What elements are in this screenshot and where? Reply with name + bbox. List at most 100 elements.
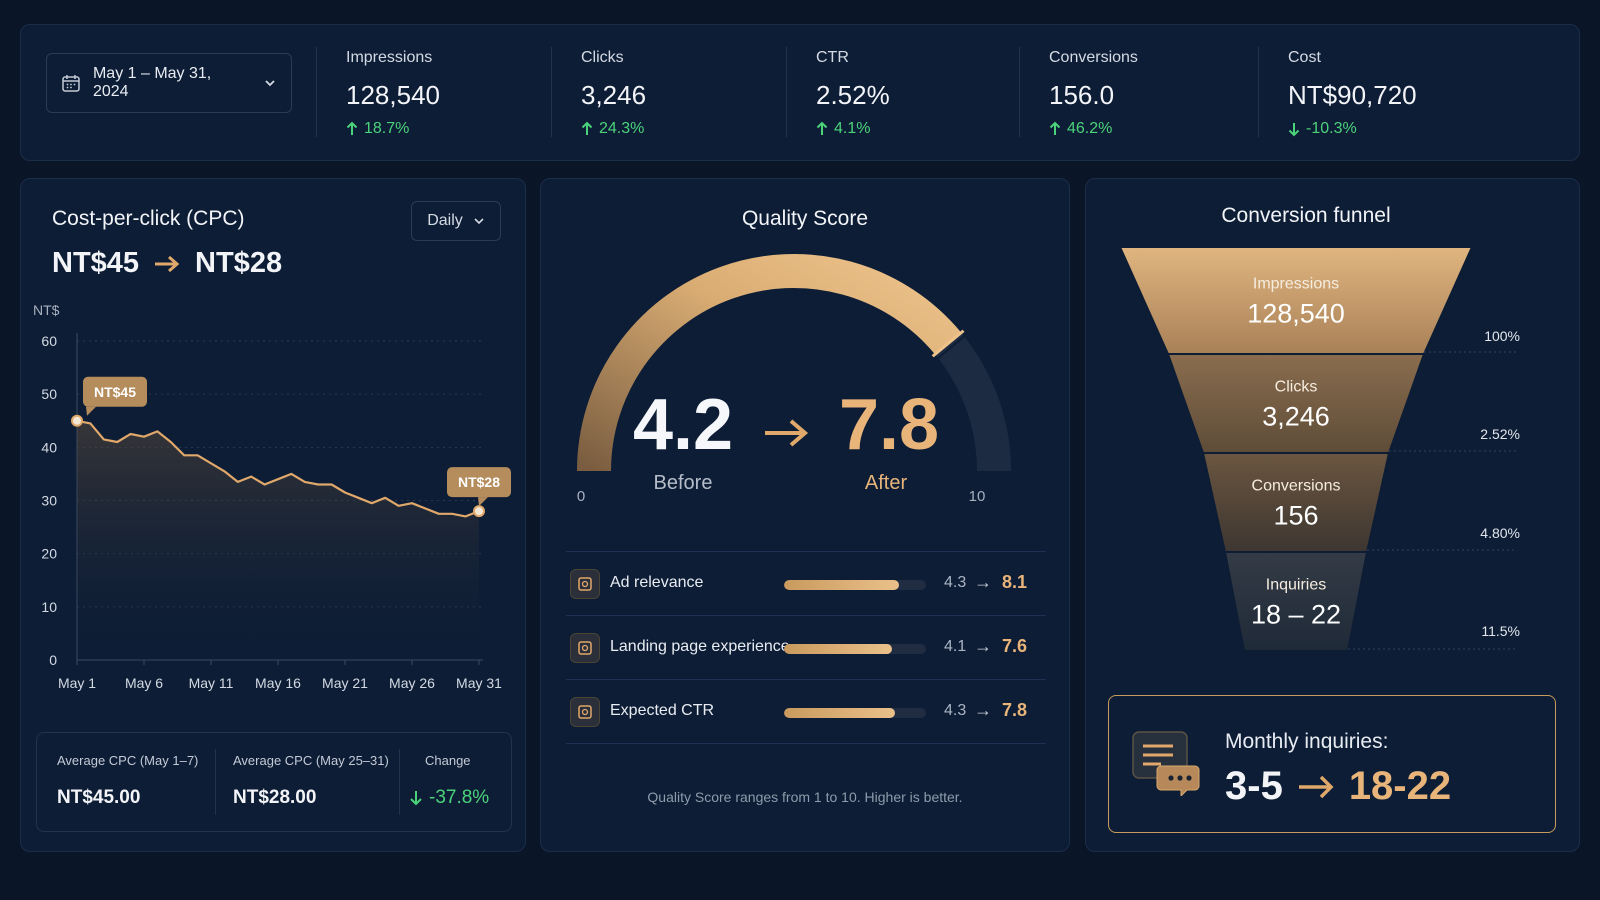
avg-start-value: NT$45.00 <box>57 787 141 808</box>
quality-before-label: Before <box>654 472 713 494</box>
data-label: NT$45 <box>94 384 136 400</box>
data-label: NT$28 <box>458 474 500 490</box>
kpi-change: 4.1% <box>816 120 870 138</box>
kpi-change-value: 4.1% <box>834 120 871 137</box>
arrow-up-icon <box>816 121 828 135</box>
funnel-stage-inquiries <box>1223 551 1369 652</box>
kpi-label: CTR <box>816 49 849 66</box>
x-tick-label: May 1 <box>58 675 96 691</box>
quality-row-bar <box>784 708 926 718</box>
funnel-stage-rate: 2.52% <box>1480 426 1520 442</box>
date-range-label: May 1 – May 31, 2024 <box>92 65 212 100</box>
cpc-area-fill <box>77 420 479 660</box>
quality-row-bar-fill <box>784 708 895 718</box>
arrow-up-icon <box>1049 121 1061 135</box>
quality-row-bar-fill <box>784 644 892 654</box>
y-tick-label: 50 <box>41 386 57 402</box>
x-tick-label: May 6 <box>125 675 163 691</box>
kpi-change: 46.2% <box>1049 120 1112 138</box>
funnel-stage-label: Impressions <box>1253 276 1339 293</box>
change-value: -37.8% <box>429 787 490 808</box>
quality-row: Expected CTR 4.3 → 7.8 <box>566 679 1046 743</box>
quality-before-value: 4.2 <box>633 385 733 465</box>
change-value-wrap: -37.8% <box>409 787 489 809</box>
callout-pointer <box>478 497 488 507</box>
inquiries-before: 3-5 <box>1225 764 1283 808</box>
change-label: Change <box>425 753 471 768</box>
quality-row: Landing page experience 4.1 → 7.6 <box>566 615 1046 679</box>
y-tick-label: 10 <box>41 599 57 615</box>
cpc-before-after: NT$45 NT$28 <box>52 247 282 280</box>
kpi-value: 2.52% <box>816 80 890 110</box>
funnel-stage-label: Conversions <box>1252 478 1341 495</box>
quality-row-before: 4.1 <box>944 638 967 655</box>
kpi-label: Impressions <box>346 49 433 66</box>
quality-after-label: After <box>865 472 908 494</box>
monthly-inquiries-values: 3-5 18-22 <box>1225 764 1451 809</box>
cpc-panel: Cost-per-click (CPC) NT$45 NT$28 Daily N… <box>20 178 526 852</box>
arrow-right-icon <box>155 255 180 272</box>
x-tick-label: May 21 <box>322 675 368 691</box>
kpi-change-value: 18.7% <box>364 120 410 137</box>
quality-gauge: 0 10 4.2 7.8 Before After <box>577 253 1011 505</box>
kpi-change-value: -10.3% <box>1306 120 1357 137</box>
kpi-label: Conversions <box>1049 49 1138 66</box>
kpi-separator <box>1258 47 1259 137</box>
inquiries-after: 18-22 <box>1348 764 1452 808</box>
quality-row-label: Expected CTR <box>610 702 715 719</box>
kpi-change-value: 46.2% <box>1067 120 1113 137</box>
cpc-summary: Average CPC (May 1–7) NT$45.00 Average C… <box>36 732 512 832</box>
quality-row-label: Landing page experience <box>610 638 790 655</box>
quality-row-bar <box>784 580 926 590</box>
kpi-label: Clicks <box>581 49 624 66</box>
funnel-stage-label: Inquiries <box>1266 577 1326 594</box>
landing-page-icon <box>570 633 600 663</box>
quality-row-after: 8.1 <box>1002 572 1028 592</box>
gauge-marker <box>931 329 965 358</box>
data-point-marker <box>473 505 485 518</box>
period-select-label: Daily <box>427 212 463 229</box>
quality-row-before: 4.3 <box>944 702 967 719</box>
y-tick-label: 20 <box>41 546 57 562</box>
quality-row-after: 7.8 <box>1002 700 1028 720</box>
period-select[interactable]: Daily <box>411 201 501 241</box>
funnel-stage-value: 128,540 <box>1247 299 1345 329</box>
quality-footnote: Quality Score ranges from 1 to 10. Highe… <box>647 789 963 805</box>
arrow-right-icon: → <box>974 636 992 656</box>
quality-row-before: 4.3 <box>944 574 967 591</box>
arrow-up-icon <box>581 121 593 135</box>
funnel-title: Conversion funnel <box>1221 204 1391 227</box>
cpc-series-line <box>76 419 480 518</box>
arrow-right-icon: → <box>974 572 992 592</box>
date-range-picker[interactable]: May 1 – May 31, 2024 <box>46 53 292 113</box>
kpi-value: NT$90,720 <box>1288 80 1417 110</box>
funnel-stage-value: 18 – 22 <box>1251 600 1341 630</box>
cpc-after: NT$28 <box>195 247 283 279</box>
gauge-fill <box>577 253 962 472</box>
kpi-change: 18.7% <box>346 120 409 138</box>
kpi-separator <box>551 47 552 137</box>
funnel-stage-label: Clicks <box>1275 379 1318 396</box>
quality-score-panel: Quality Score 0 10 4.2 7.8 Before After Ad re… <box>540 178 1070 852</box>
kpi-value: 3,246 <box>581 80 647 110</box>
arrow-down-icon <box>410 791 422 806</box>
gauge-max-label: 10 <box>969 488 986 505</box>
arrow-right-icon <box>765 419 809 447</box>
kpi-value: 156.0 <box>1049 80 1115 110</box>
quality-row-label: Ad relevance <box>610 574 704 591</box>
callout-box <box>83 376 147 407</box>
kpi-label: Cost <box>1288 49 1321 66</box>
conversion-funnel-panel: Conversion funnel Impressions 128,540 100%… <box>1085 178 1580 852</box>
funnel-stage-rate: 4.80% <box>1480 525 1520 541</box>
y-tick-label: 0 <box>49 652 57 668</box>
chevron-down-icon <box>265 80 275 87</box>
quality-row: Ad relevance 4.3 → 8.1 <box>566 551 1046 615</box>
chat-report-icon <box>1132 731 1200 796</box>
kpi-change-value: 24.3% <box>599 120 645 137</box>
kpi-separator <box>1019 47 1020 137</box>
funnel-stage-rate: 100% <box>1484 328 1520 344</box>
kpi-value: 128,540 <box>346 80 440 110</box>
x-tick-label: May 26 <box>389 675 435 691</box>
callout-pointer <box>86 406 96 416</box>
avg-end-value: NT$28.00 <box>233 787 317 808</box>
